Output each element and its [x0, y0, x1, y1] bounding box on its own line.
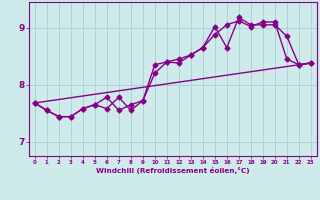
X-axis label: Windchill (Refroidissement éolien,°C): Windchill (Refroidissement éolien,°C) [96, 167, 250, 174]
